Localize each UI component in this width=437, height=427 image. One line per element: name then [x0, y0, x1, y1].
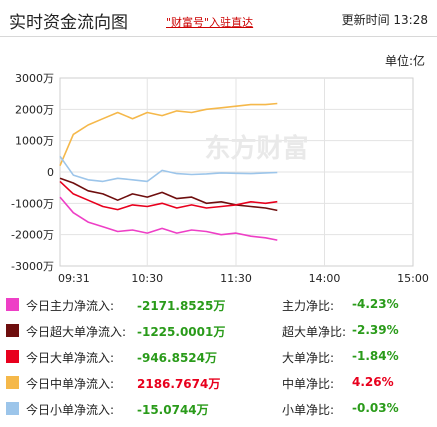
legend-row: 今日超大单净流入: -1225.0001万 超大单净比: -2.39% [0, 318, 437, 344]
ratio-value: -0.03% [352, 401, 399, 415]
legend-value: 2186.7674万 [137, 377, 221, 391]
header-divider [0, 36, 437, 37]
x-tick-label: 09:31 [58, 272, 90, 285]
watermark-logo: 东方财富 [204, 133, 308, 164]
legend-swatch [6, 376, 19, 389]
legend-swatch [6, 298, 19, 311]
y-tick-label: 0 [47, 166, 54, 179]
x-tick-label: 11:30 [220, 272, 252, 285]
update-time: 更新时间 13:28 [341, 13, 428, 27]
legend-label: 今日中单净流入: [26, 377, 115, 391]
legend-row: 今日中单净流入: 2186.7674万 中单净比: 4.26% [0, 370, 437, 396]
legend-value: -15.0744万 [137, 403, 209, 417]
ratio-label: 大单净比: [282, 351, 335, 365]
legend-row: 今日主力净流入: -2171.8525万 主力净比: -4.23% [0, 292, 437, 318]
ratio-value: -2.39% [352, 323, 399, 337]
ratio-label: 超大单净比: [282, 325, 347, 339]
legend-value: -2171.8525万 [137, 299, 226, 313]
ratio-label: 小单净比: [282, 403, 335, 417]
money-flow-chart: 3000万 2000万 1000万 0 -1000万 -2000万 -3000万 09:31 1… [11, 72, 429, 285]
legend-swatch [6, 402, 19, 415]
x-tick-label: 10:30 [131, 272, 163, 285]
page-title: 实时资金流向图 [9, 13, 128, 33]
x-tick-label: 15:00 [397, 272, 429, 285]
legend-row: 今日大单净流入: -946.8524万 大单净比: -1.84% [0, 344, 437, 370]
ratio-value: 4.26% [352, 375, 394, 389]
series-line [59, 102, 278, 167]
series-line [59, 180, 278, 211]
y-tick-label: -2000万 [11, 229, 54, 242]
legend-label: 今日大单净流入: [26, 351, 115, 365]
legend-label: 今日主力净流入: [26, 299, 115, 313]
legend-row: 今日小单净流入: -15.0744万 小单净比: -0.03% [0, 396, 437, 422]
y-tick-label: 3000万 [15, 72, 54, 85]
x-tick-label: 14:00 [309, 272, 341, 285]
y-tick-label: 2000万 [15, 103, 54, 116]
legend-swatch [6, 324, 19, 337]
promo-link[interactable]: "财富号"入驻直达 [166, 16, 254, 29]
series-line [59, 177, 278, 212]
legend-label: 今日超大单净流入: [26, 325, 127, 339]
legend-value: -946.8524万 [137, 351, 217, 365]
series-line [59, 196, 278, 241]
y-tick-label: -1000万 [11, 197, 54, 210]
y-tick-label: 1000万 [15, 135, 54, 148]
ratio-value: -1.84% [352, 349, 399, 363]
ratio-value: -4.23% [352, 297, 399, 311]
legend-label: 今日小单净流入: [26, 403, 115, 417]
y-tick-label: -3000万 [11, 260, 54, 273]
ratio-label: 主力净比: [282, 299, 335, 313]
legend-value: -1225.0001万 [137, 325, 226, 339]
chart-header: 实时资金流向图 "财富号"入驻直达 更新时间 13:28 [0, 0, 437, 36]
legend-swatch [6, 350, 19, 363]
ratio-label: 中单净比: [282, 377, 335, 391]
series-line [59, 155, 278, 183]
unit-label: 单位:亿 [384, 54, 425, 68]
